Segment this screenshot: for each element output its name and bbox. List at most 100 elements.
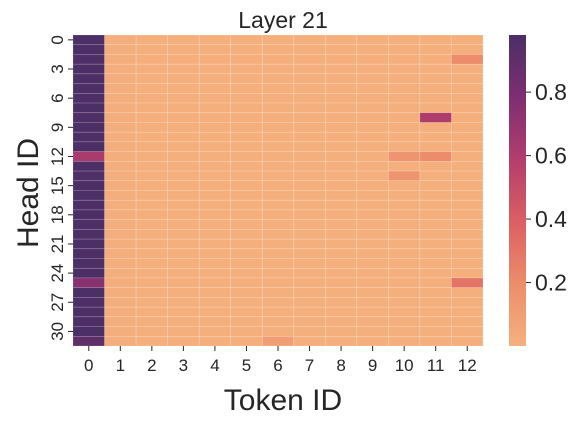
heatmap-cell <box>199 191 231 201</box>
heatmap-cell <box>325 122 357 132</box>
heatmap-cell <box>199 259 231 269</box>
heatmap-cell <box>294 122 326 132</box>
heatmap-cell <box>388 259 420 269</box>
heatmap-cell <box>73 45 105 55</box>
heatmap-cell <box>231 64 263 74</box>
heatmap-cell <box>231 35 263 45</box>
heatmap-cell <box>168 84 200 94</box>
heatmap-cell <box>451 54 483 64</box>
heatmap-cell <box>136 113 168 123</box>
heatmap-cell <box>325 210 357 220</box>
heatmap-cell <box>73 288 105 298</box>
heatmap-cell <box>136 35 168 45</box>
heatmap-cell <box>262 74 294 84</box>
heatmap-cell <box>262 93 294 103</box>
heatmap-cell <box>325 278 357 288</box>
heatmap-cell <box>325 45 357 55</box>
heatmap-cell <box>388 327 420 337</box>
heatmap-cell <box>231 297 263 307</box>
heatmap-cell <box>199 307 231 317</box>
heatmap-cell <box>420 122 452 132</box>
heatmap-cell <box>262 229 294 239</box>
heatmap-cell <box>357 268 389 278</box>
heatmap-cell <box>451 327 483 337</box>
heatmap-cell <box>73 268 105 278</box>
heatmap-cell <box>73 64 105 74</box>
heatmap-cell <box>136 152 168 162</box>
heatmap-cell <box>325 171 357 181</box>
heatmap-cell <box>294 210 326 220</box>
heatmap-cell <box>262 171 294 181</box>
y-tick-label: 6 <box>48 93 67 102</box>
heatmap-cell <box>294 317 326 327</box>
heatmap-cell <box>105 191 137 201</box>
heatmap-cell <box>388 45 420 55</box>
heatmap-cell <box>105 93 137 103</box>
heatmap-cell <box>105 307 137 317</box>
heatmap-cell <box>388 307 420 317</box>
heatmap-cell <box>199 200 231 210</box>
heatmap-cell <box>357 122 389 132</box>
heatmap-cell <box>294 239 326 249</box>
heatmap-cell <box>451 171 483 181</box>
heatmap-cell <box>105 84 137 94</box>
heatmap-cell <box>199 229 231 239</box>
heatmap-cell <box>105 132 137 142</box>
heatmap-cell <box>136 132 168 142</box>
heatmap-cell <box>136 210 168 220</box>
heatmap-cell <box>325 297 357 307</box>
heatmap-cell <box>105 103 137 113</box>
heatmap-cell <box>357 103 389 113</box>
heatmap-cell <box>451 35 483 45</box>
heatmap-cell <box>451 64 483 74</box>
x-tick-label: 9 <box>368 356 377 375</box>
heatmap-cell <box>136 327 168 337</box>
heatmap-cell <box>325 239 357 249</box>
heatmap-cell <box>105 249 137 259</box>
heatmap-cell <box>262 268 294 278</box>
heatmap-cell <box>231 54 263 64</box>
heatmap-cell <box>357 84 389 94</box>
heatmap-cell <box>294 278 326 288</box>
heatmap-cell <box>262 278 294 288</box>
heatmap-cell <box>294 132 326 142</box>
heatmap-cell <box>231 268 263 278</box>
heatmap-cell <box>294 74 326 84</box>
heatmap-cell <box>325 229 357 239</box>
heatmap-cell <box>325 181 357 191</box>
heatmap-cell <box>294 327 326 337</box>
heatmap-cell <box>105 278 137 288</box>
heatmap-cell <box>73 103 105 113</box>
heatmap-cell <box>105 181 137 191</box>
heatmap-cell <box>199 64 231 74</box>
heatmap-cell <box>294 93 326 103</box>
heatmap-cell <box>325 327 357 337</box>
heatmap-cell <box>357 229 389 239</box>
heatmap-cell <box>105 142 137 152</box>
heatmap-cell <box>420 161 452 171</box>
heatmap-cell <box>199 103 231 113</box>
y-tick-label: 15 <box>48 176 67 195</box>
heatmap-cell <box>325 103 357 113</box>
heatmap-cell <box>294 297 326 307</box>
heatmap-cell <box>420 336 452 346</box>
heatmap-cell <box>168 278 200 288</box>
heatmap-cell <box>168 288 200 298</box>
heatmap-cell <box>388 74 420 84</box>
x-axis-ticks: 0 1 2 3 4 5 6 7 8 9 10 11 12 <box>84 346 477 375</box>
heatmap-cell <box>168 220 200 230</box>
heatmap-cell <box>262 220 294 230</box>
heatmap-cell <box>388 35 420 45</box>
heatmap-cell <box>231 317 263 327</box>
heatmap-cell <box>451 132 483 142</box>
heatmap-cell <box>388 103 420 113</box>
heatmap-cell <box>325 307 357 317</box>
heatmap-cell <box>231 45 263 55</box>
heatmap-cell <box>73 239 105 249</box>
heatmap-cell <box>325 54 357 64</box>
heatmap-cell <box>136 191 168 201</box>
heatmap-cell <box>199 249 231 259</box>
heatmap-cell <box>357 171 389 181</box>
heatmap-cell <box>420 327 452 337</box>
heatmap-cell <box>136 103 168 113</box>
